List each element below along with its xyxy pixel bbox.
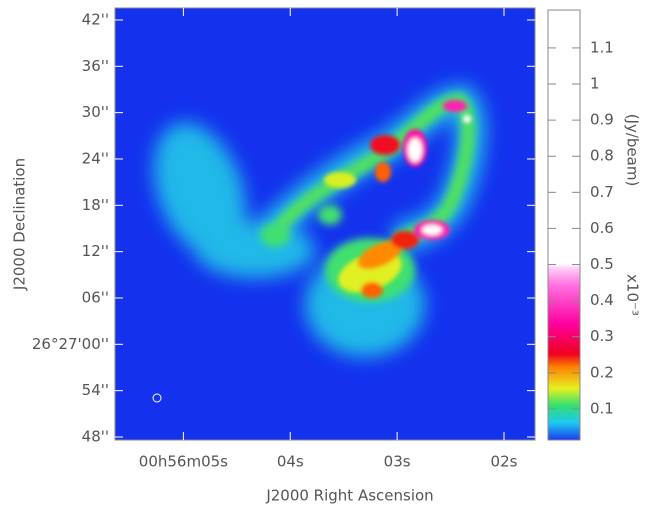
colorbar: [547, 9, 581, 441]
colorbar-scale: x10⁻³: [624, 274, 642, 316]
x-axis-title: J2000 Right Ascension: [265, 487, 433, 505]
image-frame: [114, 7, 536, 441]
x-tick-label: 02s: [491, 453, 518, 471]
colorbar-tick-label: 0.2: [590, 363, 614, 381]
y-tick-label: 36'': [82, 57, 109, 75]
colorbar-tick-label: 0.9: [590, 111, 614, 129]
colorbar-tick-label: 1.1: [590, 38, 614, 56]
y-tick-label: 06'': [82, 288, 109, 306]
y-tick-label: 18'': [82, 196, 109, 214]
colorbar-tick-label: 0.8: [590, 147, 614, 165]
y-tick-label: 48'': [82, 427, 109, 445]
y-tick-label: 26°27'00'': [32, 335, 109, 353]
y-tick-label: 12'': [82, 242, 109, 260]
colorbar-tick-label: 0.6: [590, 219, 614, 237]
colorbar-label: (Jy/beam): [624, 114, 642, 187]
colorbar-tick-label: 0.5: [590, 255, 614, 273]
y-axis-title: J2000 Declination: [11, 158, 29, 291]
colorbar-tick-label: 0.4: [590, 291, 614, 309]
x-tick-label: 04s: [277, 453, 304, 471]
colorbar-tick-label: 0.3: [590, 327, 614, 345]
y-tick-label: 24'': [82, 149, 109, 167]
y-tick-label: 42'': [82, 10, 109, 28]
y-tick-label: 30'': [82, 103, 109, 121]
colorbar-tick-label: 1: [590, 75, 600, 93]
colorbar-tick-label: 0.1: [590, 399, 614, 417]
colorbar-tick-label: 0.7: [590, 183, 614, 201]
y-tick-label: 54'': [82, 381, 109, 399]
x-tick-label: 00h56m05s: [139, 453, 228, 471]
radio-image: [115, 8, 535, 440]
x-tick-label: 03s: [384, 453, 411, 471]
